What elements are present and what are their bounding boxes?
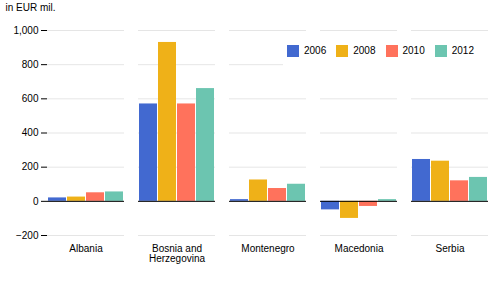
svg-text:in EUR mil.: in EUR mil. bbox=[6, 2, 56, 13]
svg-text:Bosnia andHerzegovina: Bosnia andHerzegovina bbox=[149, 243, 206, 264]
html-text:2008: 2008 bbox=[353, 45, 376, 56]
svg-text:800: 800 bbox=[22, 59, 39, 70]
html-text:2012: 2012 bbox=[451, 45, 474, 56]
svg-text:Montenegro: Montenegro bbox=[241, 243, 295, 254]
html-text:2006: 2006 bbox=[304, 45, 327, 56]
svg-text:600: 600 bbox=[22, 93, 39, 104]
html-text:2010: 2010 bbox=[402, 45, 425, 56]
svg-text:Macedonia: Macedonia bbox=[335, 243, 384, 254]
svg-text:0: 0 bbox=[33, 196, 39, 207]
svg-text:200: 200 bbox=[22, 161, 39, 172]
svg-text:−200: −200 bbox=[16, 230, 39, 241]
svg-text:Serbia: Serbia bbox=[436, 243, 465, 254]
svg-text:1,000: 1,000 bbox=[13, 25, 38, 36]
svg-text:Albania: Albania bbox=[69, 243, 103, 254]
svg-text:400: 400 bbox=[22, 127, 39, 138]
